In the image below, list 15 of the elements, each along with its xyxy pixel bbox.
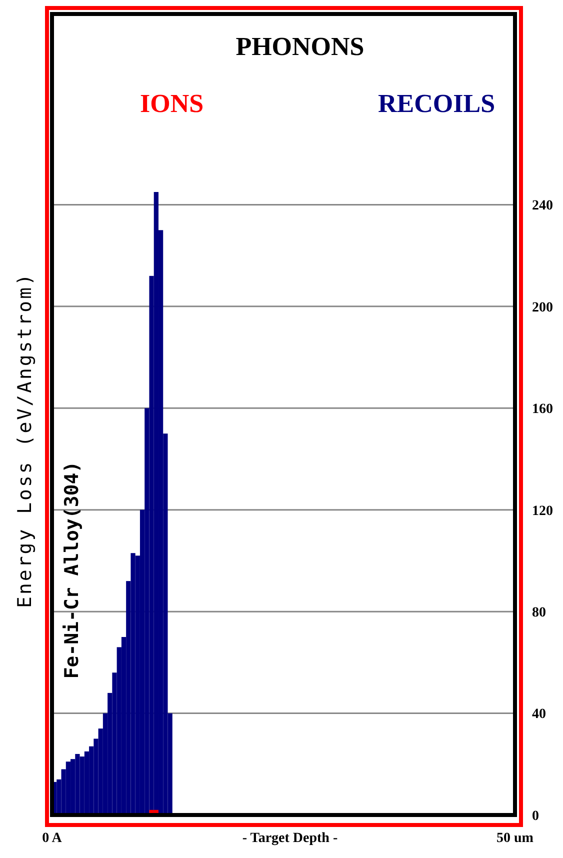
- x-tick-label: 0 A: [42, 831, 63, 846]
- x-tick-label: 50 um: [496, 831, 534, 846]
- text: RECOILS: [378, 89, 496, 118]
- y-tick-label: 0: [532, 808, 539, 824]
- y-axis-title: Energy Loss (eV/Angstrom): [14, 272, 36, 608]
- x-axis-title: - Target Depth -: [242, 831, 338, 846]
- y-tick-label: 160: [532, 402, 553, 418]
- y-tick-label: 120: [532, 504, 553, 519]
- text: IONS: [140, 89, 204, 118]
- text: PHONONS: [236, 32, 364, 61]
- y-tick-label: 40: [532, 707, 546, 722]
- y-tick-label: 200: [532, 300, 553, 316]
- y-tick-label: 240: [532, 198, 553, 214]
- y-tick-label: 80: [532, 605, 546, 620]
- annotation: Fe-Ni-Cr Alloy(304): [61, 461, 83, 679]
